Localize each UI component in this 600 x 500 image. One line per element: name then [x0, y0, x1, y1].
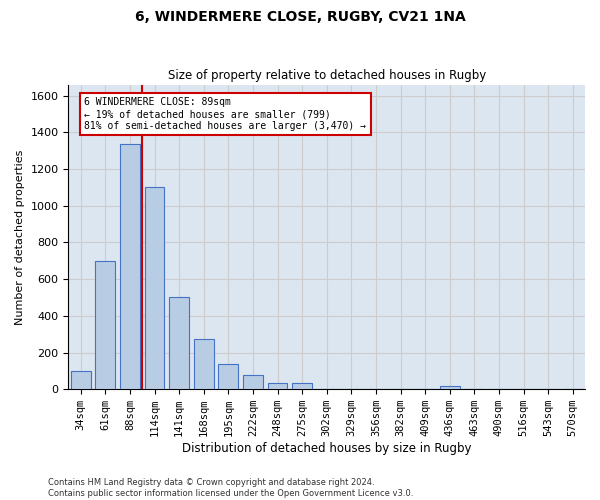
Bar — [71, 371, 91, 389]
Text: 6 WINDERMERE CLOSE: 89sqm
← 19% of detached houses are smaller (799)
81% of semi: 6 WINDERMERE CLOSE: 89sqm ← 19% of detac… — [85, 98, 367, 130]
Bar — [95, 260, 115, 389]
Bar — [218, 364, 238, 389]
Bar — [440, 386, 460, 389]
Bar — [268, 383, 287, 389]
Bar — [292, 383, 312, 389]
Bar — [169, 298, 189, 389]
Bar — [120, 144, 140, 389]
Bar — [194, 339, 214, 389]
Title: Size of property relative to detached houses in Rugby: Size of property relative to detached ho… — [167, 69, 486, 82]
Y-axis label: Number of detached properties: Number of detached properties — [15, 149, 25, 324]
Bar — [145, 188, 164, 389]
Bar — [243, 376, 263, 389]
Text: 6, WINDERMERE CLOSE, RUGBY, CV21 1NA: 6, WINDERMERE CLOSE, RUGBY, CV21 1NA — [134, 10, 466, 24]
X-axis label: Distribution of detached houses by size in Rugby: Distribution of detached houses by size … — [182, 442, 472, 455]
Text: Contains HM Land Registry data © Crown copyright and database right 2024.
Contai: Contains HM Land Registry data © Crown c… — [48, 478, 413, 498]
